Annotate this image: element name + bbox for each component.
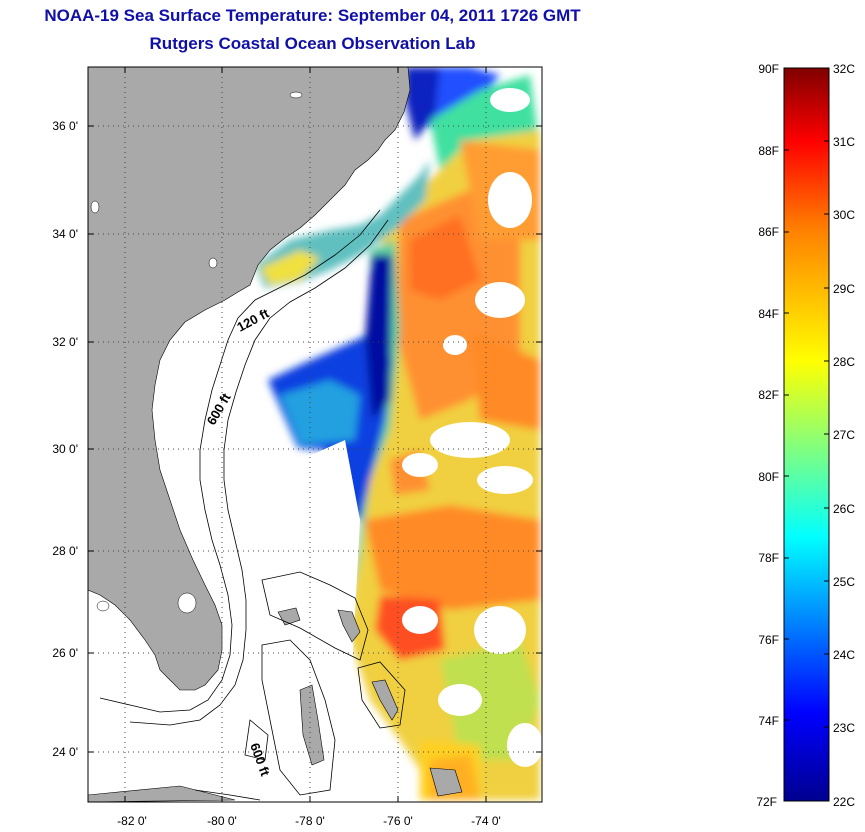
lat-label: 30 0' [52, 442, 78, 456]
cb-f-label: 90F [758, 62, 779, 76]
cb-f-label: 72F [756, 795, 777, 809]
cb-f-label: 80F [758, 470, 779, 484]
colorbar-ticks [784, 140, 829, 728]
graticule [88, 67, 542, 802]
lon-label: -80 0' [207, 814, 237, 828]
cb-f-label: 86F [758, 225, 779, 239]
land-us-coast [88, 67, 411, 691]
lat-label: 34 0' [52, 227, 78, 241]
cb-f-label: 74F [758, 714, 779, 728]
cb-c-label: 30C [833, 208, 855, 222]
cb-c-label: 29C [833, 282, 855, 296]
cb-c-label: 26C [833, 502, 855, 516]
lat-label: 36 0' [52, 119, 78, 133]
longitude-labels: -82 0' -80 0' -78 0' -76 0' -74 0' [117, 814, 501, 828]
colorbar [783, 67, 830, 802]
land-waterbodies [90, 91, 303, 614]
latitude-labels: 36 0' 34 0' 32 0' 30 0' 28 0' 26 0' 24 0… [52, 119, 78, 759]
cb-f-label: 76F [758, 633, 779, 647]
cb-c-label: 23C [833, 721, 855, 735]
cb-f-label: 88F [758, 144, 779, 158]
colorbar-celsius-labels: 32C 31C 30C 29C 28C 27C 26C 25C 24C 23C … [833, 62, 855, 809]
lat-label: 32 0' [52, 335, 78, 349]
cb-f-label: 84F [758, 307, 779, 321]
frame-ticks [88, 67, 542, 802]
lat-label: 24 0' [52, 745, 78, 759]
cb-c-label: 27C [833, 428, 855, 442]
cb-c-label: 28C [833, 355, 855, 369]
lon-label: -76 0' [383, 814, 413, 828]
lon-label: -82 0' [117, 814, 147, 828]
colorbar-fahrenheit-labels: 90F 88F 86F 84F 82F 80F 78F 76F 74F 72F [756, 62, 779, 809]
lat-label: 26 0' [52, 646, 78, 660]
map-subtitle: Rutgers Coastal Ocean Observation Lab [149, 34, 476, 53]
cb-f-label: 78F [758, 551, 779, 565]
lon-label: -74 0' [471, 814, 501, 828]
cb-f-label: 82F [758, 388, 779, 402]
cb-c-label: 25C [833, 575, 855, 589]
depth-contours [99, 209, 406, 801]
cb-c-label: 24C [833, 648, 855, 662]
cb-c-label: 32C [833, 62, 855, 76]
lon-label: -78 0' [295, 814, 325, 828]
lat-label: 28 0' [52, 544, 78, 558]
cb-c-label: 22C [833, 795, 855, 809]
map-frame [87, 66, 543, 803]
cb-c-label: 31C [833, 135, 855, 149]
map-title: NOAA-19 Sea Surface Temperature: Septemb… [44, 6, 581, 25]
